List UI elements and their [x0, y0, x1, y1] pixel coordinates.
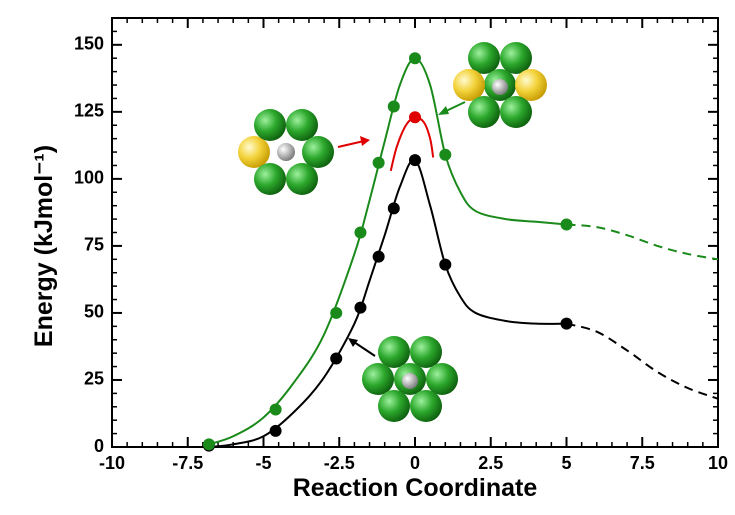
x-tick-label: -10 — [99, 453, 125, 473]
y-tick-label: 0 — [94, 436, 104, 456]
cluster-left — [238, 109, 334, 195]
data-line — [567, 224, 719, 259]
data-point — [330, 307, 342, 319]
y-tick-label: 75 — [84, 235, 104, 255]
x-tick-label: -5 — [255, 453, 271, 473]
data-point — [388, 100, 400, 112]
data-point — [409, 111, 421, 123]
y-tick-label: 100 — [74, 168, 104, 188]
y-tick-label: 50 — [84, 302, 104, 322]
cluster-bottom — [362, 336, 458, 422]
x-tick-label: 0 — [410, 453, 420, 473]
data-point — [439, 259, 451, 271]
data-point — [354, 302, 366, 314]
data-point — [373, 251, 385, 263]
x-tick-label: 2.5 — [478, 453, 503, 473]
data-point — [354, 227, 366, 239]
data-point — [330, 353, 342, 365]
data-point — [561, 218, 573, 230]
cluster-icons — [238, 42, 547, 422]
data-point — [409, 154, 421, 166]
chart: Reaction Coordinate Energy (kJmol⁻¹) — [0, 0, 735, 510]
data-point — [373, 157, 385, 169]
data-point — [203, 438, 215, 450]
data-point — [270, 403, 282, 415]
x-tick-label: 7.5 — [630, 453, 655, 473]
y-axis-label: Energy (kJmol⁻¹) — [30, 145, 58, 347]
data-point — [388, 202, 400, 214]
y-tick-label: 125 — [74, 101, 104, 121]
x-axis-label: Reaction Coordinate — [293, 474, 538, 502]
x-tick-label: 5 — [561, 453, 571, 473]
y-tick-label: 25 — [84, 369, 104, 389]
data-point — [439, 149, 451, 161]
data-point — [561, 318, 573, 330]
data-point — [270, 425, 282, 437]
x-tick-label: 10 — [708, 453, 728, 473]
x-tick-label: -2.5 — [324, 453, 355, 473]
x-tick-label: -7.5 — [172, 453, 203, 473]
data-line — [567, 324, 719, 399]
data-point — [409, 52, 421, 64]
cluster-right — [453, 42, 547, 128]
y-tick-label: 150 — [74, 34, 104, 54]
